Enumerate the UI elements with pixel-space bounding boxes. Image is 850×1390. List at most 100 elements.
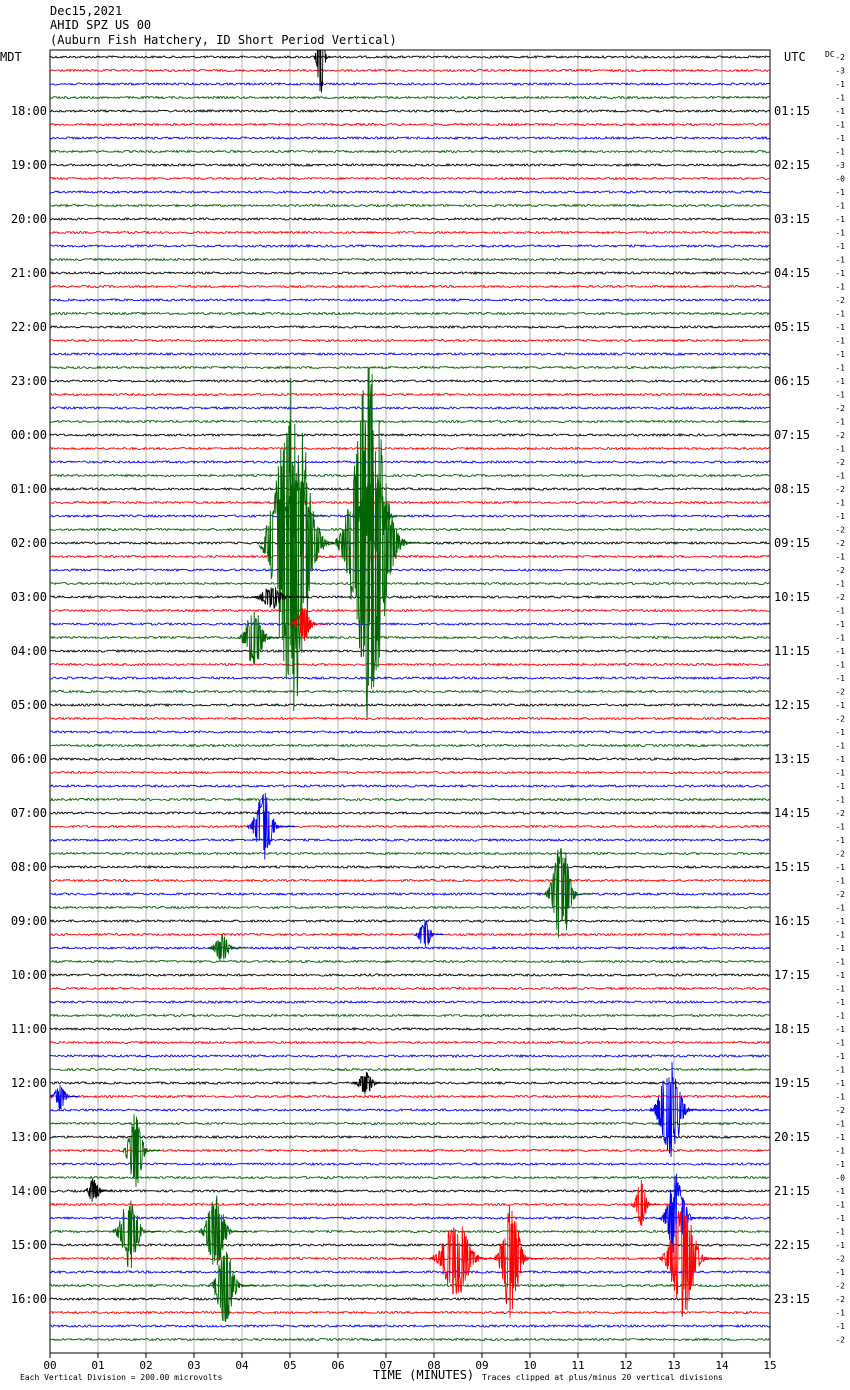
dc-offset-label: -1	[835, 364, 845, 373]
dc-offset-label: -1	[835, 391, 845, 400]
dc-offset-label: -1	[835, 1322, 845, 1331]
trace-line	[50, 109, 770, 113]
dc-offset-label: -1	[835, 1133, 845, 1142]
trace-line	[50, 325, 770, 330]
trace-line	[50, 270, 770, 276]
trace-line	[50, 986, 770, 991]
trace-line	[50, 689, 770, 694]
x-tick-label: 14	[715, 1359, 729, 1372]
right-hour-label: 20:15	[774, 1130, 810, 1144]
dc-offset-label: -1	[835, 188, 845, 197]
trace-line	[50, 703, 770, 708]
left-hour-label: 05:00	[11, 698, 47, 712]
trace-line	[50, 176, 770, 181]
trace-line	[50, 1026, 770, 1032]
dc-offset-label: -1	[835, 1160, 845, 1169]
trace-line	[50, 68, 770, 73]
dc-offset-label: -1	[835, 823, 845, 832]
dc-offset-label: -2	[835, 539, 845, 548]
dc-offset-label: -1	[835, 1093, 845, 1102]
dc-offset-label: -2	[835, 1282, 845, 1291]
trace-line	[50, 730, 770, 734]
dc-offset-label: -1	[835, 1039, 845, 1048]
trace-line	[50, 676, 770, 681]
trace-line	[50, 810, 770, 815]
trace-line	[50, 594, 770, 600]
dc-offset-label: -1	[835, 1120, 845, 1129]
dc-offset-label: -1	[835, 1214, 845, 1223]
dc-offset-label: -1	[835, 377, 845, 386]
dc-offset-label: -2	[835, 715, 845, 724]
trace-line	[50, 378, 770, 383]
left-hour-label: 13:00	[11, 1130, 47, 1144]
trace-line	[50, 514, 770, 519]
dc-offset-label: -1	[835, 229, 845, 238]
left-hour-label: 19:00	[11, 158, 47, 172]
event-waveform	[335, 366, 432, 719]
record-date: Dec15,2021	[50, 4, 123, 18]
dc-offset-label: -1	[835, 1201, 845, 1210]
event-waveform	[237, 611, 286, 665]
right-hour-label: 19:15	[774, 1076, 810, 1090]
left-hour-label: 23:00	[11, 374, 47, 388]
right-timezone-label: UTC	[784, 50, 806, 64]
dc-offset-label: -1	[835, 215, 845, 224]
dc-offset-label: -3	[835, 161, 845, 170]
left-hour-label: 20:00	[11, 212, 47, 226]
dc-offset-label: -1	[835, 80, 845, 89]
x-tick-label: 06	[331, 1359, 344, 1372]
trace-line	[50, 1229, 770, 1234]
trace-line	[50, 1324, 770, 1329]
event-waveform	[313, 50, 333, 93]
left-hour-label: 12:00	[11, 1076, 47, 1090]
trace-line	[50, 716, 770, 721]
dc-offset-label: -1	[835, 202, 845, 211]
dc-offset-label: -3	[835, 67, 845, 76]
trace-line	[50, 297, 770, 303]
trace-line	[50, 54, 770, 59]
trace-line	[50, 351, 770, 357]
trace-line	[50, 932, 770, 937]
dc-offset-label: -1	[835, 674, 845, 683]
trace-line	[50, 635, 770, 640]
trace-line	[50, 1148, 770, 1153]
left-hour-label: 15:00	[11, 1238, 47, 1252]
trace-line	[50, 1215, 770, 1221]
trace-line	[50, 216, 770, 221]
trace-line	[50, 243, 770, 249]
dc-offset-label: -1	[835, 701, 845, 710]
right-hour-label: 15:15	[774, 860, 810, 874]
dc-offset-label: -1	[835, 1228, 845, 1237]
trace-line	[50, 1134, 770, 1140]
dc-offset-label: -1	[835, 337, 845, 346]
trace-line	[50, 1121, 770, 1126]
event-waveform	[121, 1114, 160, 1188]
x-tick-label: 01	[91, 1359, 104, 1372]
event-waveform	[258, 377, 355, 712]
dc-offset-label: -2	[835, 809, 845, 818]
trace-line	[50, 257, 770, 262]
dc-offset-label: -1	[835, 958, 845, 967]
trace-line	[50, 162, 770, 167]
x-tick-label: 13	[667, 1359, 680, 1372]
x-tick-label: 12	[619, 1359, 632, 1372]
trace-line	[50, 135, 770, 141]
x-tick-label: 05	[283, 1359, 296, 1372]
x-axis-title: TIME (MINUTES)	[373, 1368, 475, 1382]
dc-offset-label: -1	[835, 1309, 845, 1318]
trace-line	[50, 756, 770, 762]
trace-line	[50, 1094, 770, 1099]
trace-line	[50, 500, 770, 505]
trace-line	[50, 392, 770, 397]
dc-offset-label: -2	[835, 1106, 845, 1115]
event-waveform	[50, 1084, 79, 1111]
event-waveform	[659, 1173, 708, 1256]
dc-offset-label: -1	[835, 94, 845, 103]
trace-line	[50, 1189, 770, 1194]
dc-offset-label: -1	[835, 836, 845, 845]
event-waveform	[543, 848, 593, 938]
trace-line	[50, 972, 770, 977]
trace-line	[50, 878, 770, 883]
trace-line	[50, 851, 770, 856]
plot-frame	[49, 49, 771, 1354]
